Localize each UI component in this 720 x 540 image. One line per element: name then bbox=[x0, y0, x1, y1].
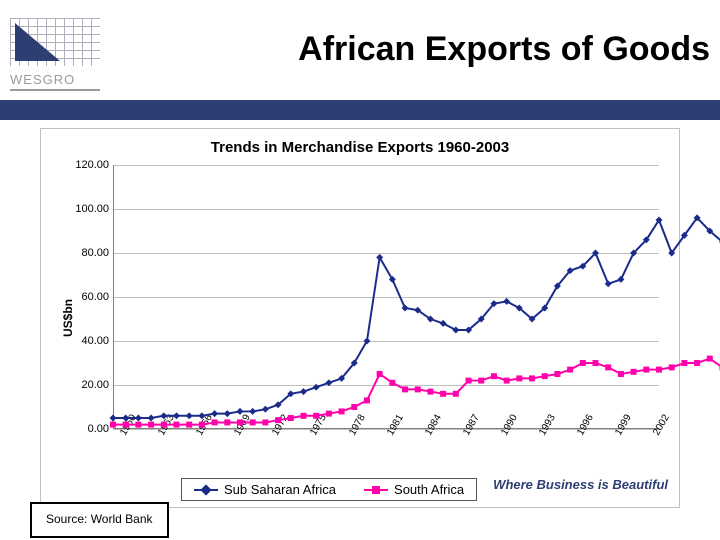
page-title: African Exports of Goods bbox=[180, 30, 710, 69]
legend-label: Sub Saharan Africa bbox=[224, 482, 336, 497]
y-tick-label: 120.00 bbox=[75, 159, 113, 171]
legend: Sub Saharan Africa South Africa bbox=[181, 478, 477, 501]
y-axis-label: US$bn bbox=[61, 299, 75, 337]
header-bar bbox=[0, 100, 720, 120]
source-text: Source: World Bank bbox=[46, 512, 153, 526]
y-tick-label: 80.00 bbox=[81, 247, 113, 259]
y-tick-label: 0.00 bbox=[88, 423, 113, 435]
plot-area: 0.0020.0040.0060.0080.00100.00120.001960… bbox=[113, 165, 659, 429]
legend-item-ssa: Sub Saharan Africa bbox=[194, 482, 336, 497]
legend-item-sa: South Africa bbox=[364, 482, 464, 497]
tagline: Where Business is Beautiful bbox=[493, 477, 668, 492]
wesgro-logo: WESGRO bbox=[10, 18, 100, 91]
source-box: Source: World Bank bbox=[30, 502, 169, 538]
chart-container: Trends in Merchandise Exports 1960-2003 … bbox=[40, 128, 680, 508]
chart-title: Trends in Merchandise Exports 1960-2003 bbox=[41, 139, 679, 156]
logo-text: WESGRO bbox=[10, 72, 100, 87]
y-tick-label: 20.00 bbox=[81, 379, 113, 391]
legend-label: South Africa bbox=[394, 482, 464, 497]
y-tick-label: 40.00 bbox=[81, 335, 113, 347]
y-tick-label: 100.00 bbox=[75, 203, 113, 215]
y-tick-label: 60.00 bbox=[81, 291, 113, 303]
